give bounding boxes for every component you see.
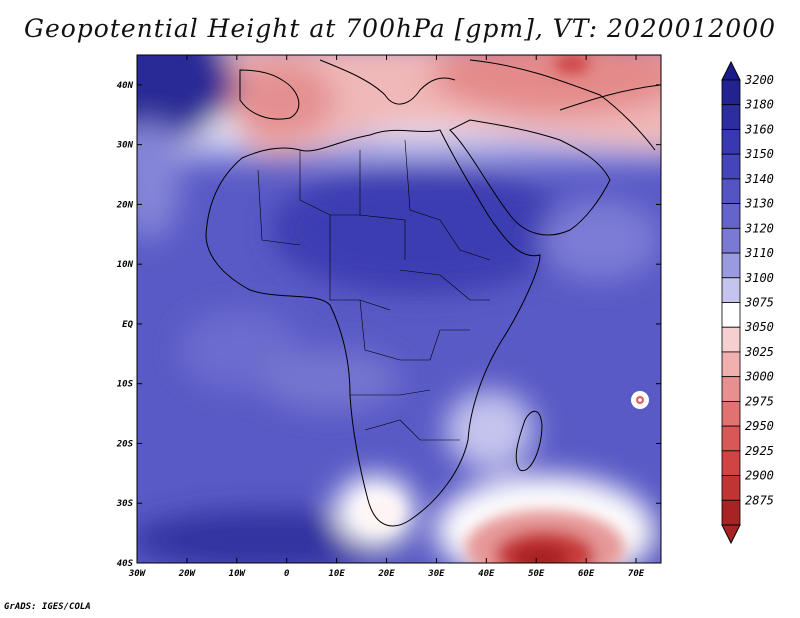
colorbar: 3200 3180 3160 3150 3140 3130 3120 3110 3100 3075… xyxy=(721,60,774,545)
colorbar-cell xyxy=(721,178,741,205)
colorbar-label: 3140 xyxy=(744,172,774,186)
lon-label: 60E xyxy=(578,569,595,579)
colorbar-cell xyxy=(721,277,741,303)
colorbar-cell xyxy=(721,499,741,526)
colorbar-label: 3160 xyxy=(744,122,774,136)
lon-label: 10W xyxy=(229,569,247,579)
lat-label: 20N xyxy=(116,200,134,210)
lat-label: 30S xyxy=(116,499,134,509)
colorbar-label: 2925 xyxy=(745,444,774,458)
colorbar-cell xyxy=(721,104,741,130)
colorbar-cell xyxy=(721,203,741,229)
lon-label: 20W xyxy=(178,569,197,579)
colorbar-label: 3100 xyxy=(744,271,774,285)
colorbar-cell xyxy=(721,252,741,279)
colorbar-bottom-triangle xyxy=(721,524,741,545)
colorbar-cell xyxy=(721,351,741,378)
lat-label: 10S xyxy=(117,380,134,390)
colorbar-label: 2975 xyxy=(745,394,774,408)
coastlines xyxy=(205,59,661,527)
colorbar-cell xyxy=(721,475,741,501)
colorbar-label: 2875 xyxy=(745,493,774,507)
colorbar-cell xyxy=(721,425,741,452)
height-field xyxy=(137,55,661,563)
colorbar-label: 3025 xyxy=(744,345,774,359)
lon-label: 10E xyxy=(328,569,345,579)
lat-label: 40N xyxy=(117,81,134,91)
colorbar-label: 3110 xyxy=(744,246,774,260)
colorbar-label: 3050 xyxy=(744,320,774,334)
lon-label: 30W xyxy=(128,569,147,579)
lat-label: 30N xyxy=(116,141,134,151)
colorbar-label: 3120 xyxy=(744,221,774,235)
lon-label: 30E xyxy=(427,569,445,579)
colorbar-label: 3180 xyxy=(744,98,774,112)
grads-credit: GrADS: IGES/COLA xyxy=(4,602,91,612)
colorbar-label: 3200 xyxy=(744,73,774,87)
lon-label: 70E xyxy=(628,569,645,579)
colorbar-cell xyxy=(721,79,741,106)
colorbar-label: 3000 xyxy=(744,370,774,384)
colorbar-cell xyxy=(721,376,741,402)
colorbar-cell xyxy=(721,326,741,353)
colorbar-label: 2900 xyxy=(745,469,774,483)
colorbar-cell xyxy=(721,450,741,476)
country-borders xyxy=(257,139,491,441)
lon-label: 20E xyxy=(377,569,395,579)
lat-label: 40S xyxy=(117,559,134,569)
colorbar-label: 3075 xyxy=(744,296,774,310)
lat-label: 10N xyxy=(117,260,134,270)
colorbar-cell xyxy=(721,227,741,254)
page-title: Geopotential Height at 700hPa [gpm], VT:… xyxy=(23,14,777,43)
colorbar-label: 3150 xyxy=(744,147,774,161)
lon-label: 50E xyxy=(528,569,545,579)
colorbar-cell xyxy=(721,153,741,180)
colorbar-cell xyxy=(721,129,741,155)
colorbar-cell xyxy=(721,302,741,328)
colorbar-label: 3130 xyxy=(744,197,774,211)
map-frame xyxy=(136,54,662,564)
colorbar-label: 2950 xyxy=(745,419,774,433)
colorbar-top-triangle xyxy=(721,60,741,81)
lon-label: 0 xyxy=(284,569,290,579)
lat-label: 20S xyxy=(116,439,134,449)
lon-label: 40E xyxy=(478,569,495,579)
lat-label: EQ xyxy=(122,320,133,330)
colorbar-cell xyxy=(721,400,741,427)
